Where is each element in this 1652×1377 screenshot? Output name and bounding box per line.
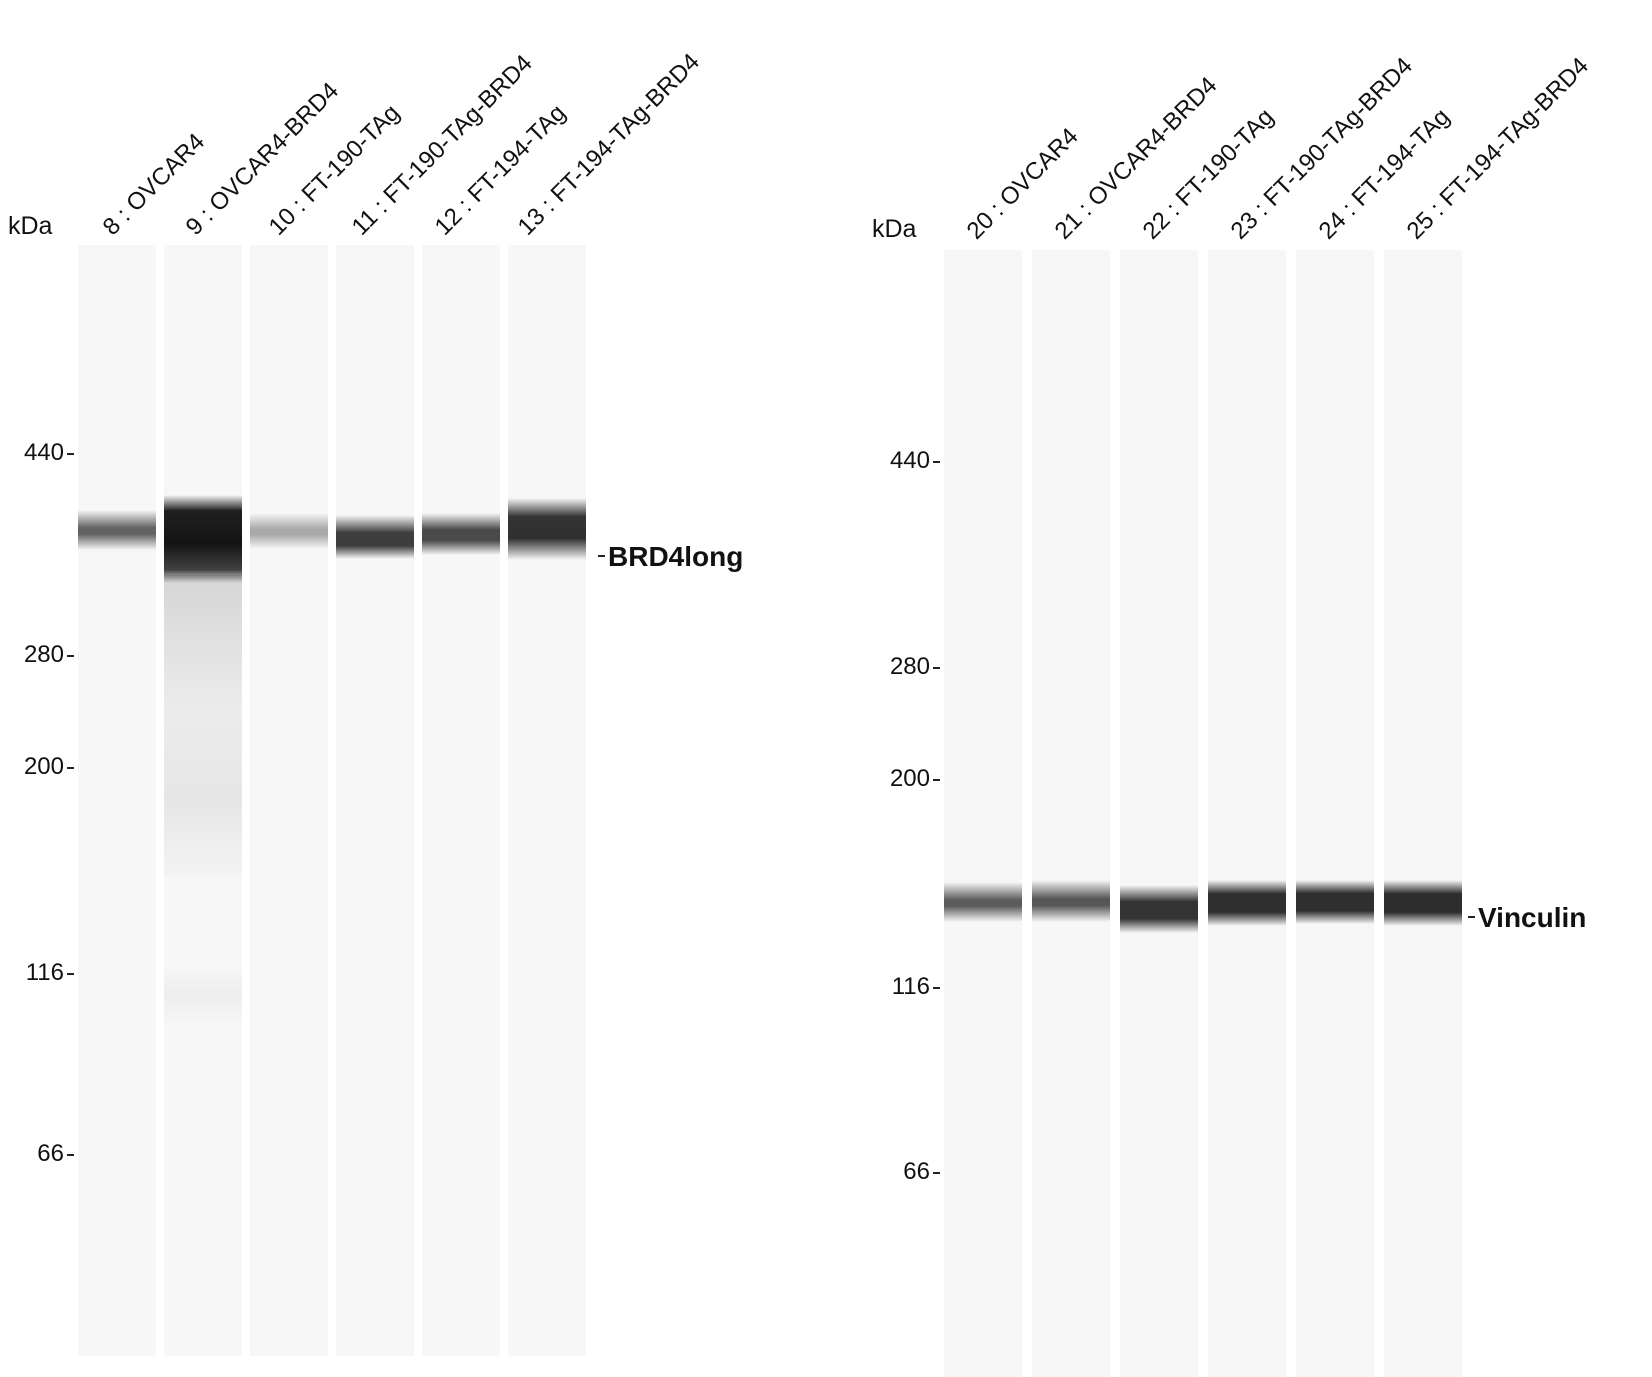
units-label: kDa <box>872 215 917 243</box>
mw-marker-66: 66 <box>868 1159 940 1185</box>
lane-label: 21 : OVCAR4-BRD4 <box>1049 71 1223 245</box>
degradation-smear <box>164 575 242 875</box>
marker-tick <box>933 461 940 463</box>
marker-tick <box>933 1172 940 1174</box>
protein-band <box>78 510 156 550</box>
marker-tick <box>933 987 940 989</box>
marker-tick <box>67 973 74 975</box>
lane <box>1296 250 1374 1377</box>
target-tick <box>598 555 605 557</box>
lane-label: 9 : OVCAR4-BRD4 <box>180 77 345 241</box>
mw-marker-280: 280 <box>0 642 74 668</box>
marker-tick <box>67 655 74 657</box>
marker-tick <box>67 767 74 769</box>
mw-marker-66: 66 <box>0 1141 74 1167</box>
units-label: kDa <box>8 212 53 240</box>
lane <box>1120 250 1198 1377</box>
mw-marker-116: 116 <box>868 974 940 1000</box>
lane <box>508 245 586 1356</box>
marker-tick <box>67 1154 74 1156</box>
marker-tick <box>933 667 940 669</box>
blot-panel-vinculin: kDa 20 : OVCAR4 21 : OVCAR4-BRD4 22 : FT… <box>868 0 1652 1377</box>
marker-tick <box>933 779 940 781</box>
lane <box>1384 250 1462 1377</box>
lane <box>1032 250 1110 1377</box>
target-label-vinculin: Vinculin <box>1478 902 1587 933</box>
lane <box>336 245 414 1356</box>
protein-band <box>164 495 242 583</box>
protein-band <box>1120 885 1198 933</box>
lane <box>250 245 328 1356</box>
protein-band <box>508 498 586 560</box>
protein-band <box>1384 880 1462 926</box>
lane <box>944 250 1022 1377</box>
lane-label: 25 : FT-194-TAg-BRD4 <box>1401 52 1594 245</box>
mw-marker-116: 116 <box>0 960 74 986</box>
target-tick <box>1468 916 1475 918</box>
protein-band <box>336 515 414 559</box>
target-label-brd4long: BRD4long <box>608 541 744 572</box>
protein-band <box>1208 880 1286 926</box>
mw-marker-200: 200 <box>0 754 74 780</box>
protein-band <box>250 513 328 549</box>
marker-tick <box>67 453 74 455</box>
lane <box>1208 250 1286 1377</box>
protein-band <box>1296 880 1374 924</box>
lane <box>422 245 500 1356</box>
protein-band <box>944 882 1022 922</box>
blot-panel-brd4: kDa 8 : OVCAR4 9 : OVCAR4-BRD4 10 : FT-1… <box>0 0 800 1377</box>
degradation-smear <box>164 965 242 1025</box>
mw-marker-440: 440 <box>868 448 940 474</box>
mw-marker-440: 440 <box>0 440 74 466</box>
protein-band <box>422 513 500 555</box>
lane <box>78 245 156 1356</box>
mw-marker-200: 200 <box>868 766 940 792</box>
protein-band <box>1032 880 1110 922</box>
mw-marker-280: 280 <box>868 654 940 680</box>
lane <box>164 245 242 1356</box>
